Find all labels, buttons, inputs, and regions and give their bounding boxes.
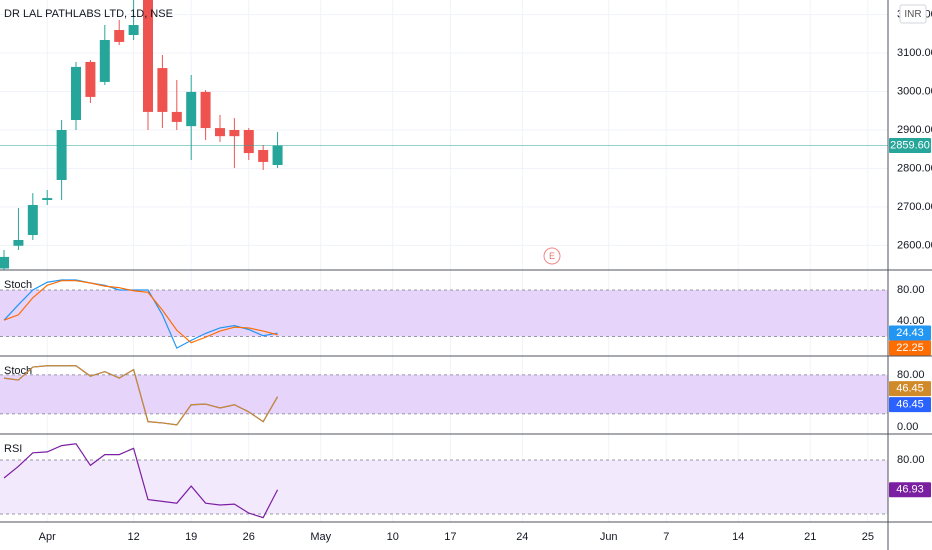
candles (0, 0, 283, 270)
x-tick-label: 7 (663, 531, 669, 543)
value-tag (889, 325, 931, 341)
value-tag (889, 340, 931, 356)
x-tick-label: 19 (185, 531, 197, 543)
value-tag (889, 138, 931, 154)
x-tick-label: Jun (600, 531, 618, 543)
y-tick-label: 2700.00 (897, 201, 932, 213)
x-tick-label: 25 (862, 531, 874, 543)
value-tag-label: 46.45 (896, 383, 924, 395)
x-tick-label: 24 (516, 531, 528, 543)
candle-body (214, 128, 225, 137)
value-tag (889, 482, 931, 498)
candle-body (85, 61, 96, 97)
candle-body (157, 68, 168, 112)
x-tick-label: 10 (387, 531, 399, 543)
candle-body (56, 130, 67, 180)
x-tick-label: 21 (804, 531, 816, 543)
x-tick-label: May (310, 531, 331, 543)
value-tag-label: 2859.60 (890, 139, 930, 151)
y-tick-label: 2800.00 (897, 162, 932, 174)
candle-body (186, 91, 197, 127)
candle-body (272, 145, 283, 165)
band-fill (0, 460, 888, 514)
candle-body (13, 240, 24, 246)
candle-body (27, 205, 38, 235)
x-tick-label: 26 (243, 531, 255, 543)
value-tag (889, 381, 931, 397)
x-tick-label: 14 (732, 531, 744, 543)
y-tick-label: 3100.00 (897, 47, 932, 59)
y-tick-label: 40.00 (897, 315, 925, 327)
y-tick-label: 80.00 (897, 369, 925, 381)
y-tick-label: 0.00 (897, 421, 918, 433)
x-tick-label: 12 (127, 531, 139, 543)
candle-body (171, 111, 182, 122)
band-fill (0, 374, 888, 414)
pane-title: Stoch (4, 279, 32, 291)
currency-box (899, 4, 927, 24)
earnings-icon (543, 247, 561, 265)
y-tick-label: 80.00 (897, 284, 925, 296)
y-tick-label: 2600.00 (897, 239, 932, 251)
candle-body (200, 91, 211, 129)
candle-body (114, 30, 125, 42)
value-tag-label: 24.43 (896, 327, 924, 339)
currency-label: INR (904, 9, 921, 20)
indicator-line (3, 279, 278, 349)
indicator-line (3, 280, 278, 344)
indicator-line (3, 443, 279, 519)
y-tick-label: 80.00 (897, 454, 925, 466)
x-tick-label: 17 (444, 531, 456, 543)
x-tick-label: Apr (39, 531, 56, 543)
y-tick-label: 2900.00 (897, 124, 932, 136)
indicator-line (3, 365, 279, 426)
candle-body (99, 40, 110, 82)
y-tick-label: 3000.00 (897, 85, 932, 97)
candle-body (0, 256, 10, 269)
pane-title: RSI (4, 443, 22, 455)
earnings-label: E (549, 251, 555, 261)
candle-body (243, 130, 254, 154)
value-tag-label: 22.25 (896, 342, 924, 354)
value-tag-label: 46.93 (896, 484, 924, 496)
candle-body (42, 198, 53, 200)
value-tag (889, 397, 931, 413)
candle-body (229, 130, 240, 137)
candle-body (143, 0, 153, 112)
chart-title: DR LAL PATHLABS LTD, 1D, NSE (4, 8, 173, 20)
value-tag-label: 46.45 (896, 399, 924, 411)
band-fill (0, 289, 888, 337)
candle-body (71, 66, 82, 120)
candle-body (128, 25, 139, 35)
candle-body (258, 150, 269, 162)
